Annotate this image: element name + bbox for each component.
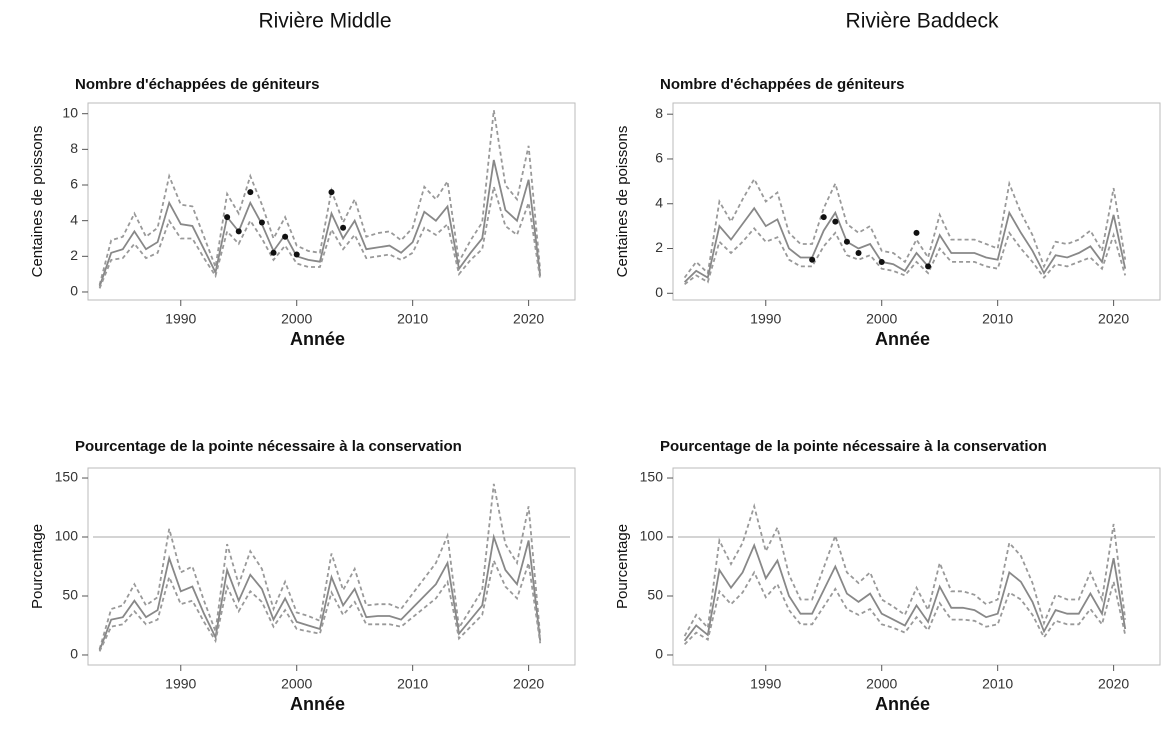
interval-line — [683, 570, 1127, 646]
median-line — [683, 206, 1127, 283]
y-tick-label: 50 — [647, 587, 663, 603]
observed-point — [270, 249, 277, 256]
x-tick-label: 1990 — [750, 676, 781, 692]
x-tick-label: 2020 — [513, 311, 544, 327]
x-tick-label: 1990 — [750, 311, 781, 327]
observed-point — [809, 256, 816, 263]
observed-point — [328, 189, 335, 196]
panel-title: Pourcentage de la pointe nécessaire à la… — [660, 438, 1047, 455]
x-tick-label: 2010 — [982, 676, 1013, 692]
y-tick-label: 0 — [70, 283, 78, 299]
interval-line — [98, 186, 542, 289]
observed-point — [258, 219, 265, 226]
observed-point — [878, 258, 885, 265]
observed-point — [913, 229, 920, 236]
observed-point — [282, 233, 289, 240]
observed-point — [843, 238, 850, 245]
panel-title: Nombre d'échappées de géniteurs — [660, 76, 904, 93]
median-line — [683, 542, 1127, 642]
x-tick-label: 2000 — [866, 311, 897, 327]
y-tick-label: 4 — [655, 194, 663, 210]
y-tick-label: 0 — [655, 284, 663, 300]
x-tick-label: 2000 — [281, 676, 312, 692]
x-tick-label: 2000 — [281, 311, 312, 327]
interval-line — [683, 503, 1127, 637]
column-title: Rivière Baddeck — [846, 10, 999, 33]
interval-line — [98, 557, 542, 652]
column-title: Rivière Middle — [258, 10, 391, 33]
y-axis-label: Centaines de poissons — [614, 126, 631, 278]
plot-frame — [672, 102, 1161, 301]
observed-point — [925, 263, 932, 270]
y-axis-label: Pourcentage — [614, 524, 631, 609]
x-tick-label: 1990 — [165, 676, 196, 692]
x-tick-label: 2000 — [866, 676, 897, 692]
observed-point — [247, 189, 254, 196]
y-tick-label: 50 — [62, 587, 78, 603]
y-tick-label: 0 — [70, 646, 78, 662]
y-tick-label: 100 — [640, 528, 664, 544]
x-axis-label: Année — [875, 329, 930, 349]
x-axis-label: Année — [290, 329, 345, 349]
y-axis-label: Centaines de poissons — [29, 126, 46, 278]
x-tick-label: 1990 — [165, 311, 196, 327]
y-tick-label: 8 — [655, 105, 663, 121]
y-tick-label: 150 — [55, 469, 79, 485]
observed-point — [224, 214, 231, 221]
x-tick-label: 2020 — [1098, 676, 1129, 692]
x-tick-label: 2010 — [397, 676, 428, 692]
x-tick-label: 2020 — [1098, 311, 1129, 327]
y-axis-label: Pourcentage — [29, 524, 46, 609]
plot-frame — [672, 467, 1161, 666]
median-line — [98, 159, 542, 287]
y-tick-label: 2 — [70, 247, 78, 263]
panel-title: Nombre d'échappées de géniteurs — [75, 76, 319, 93]
y-tick-label: 2 — [655, 239, 663, 255]
x-axis-label: Année — [875, 694, 930, 714]
interval-line — [683, 177, 1127, 279]
x-tick-label: 2010 — [982, 311, 1013, 327]
observed-point — [820, 214, 827, 221]
y-tick-label: 0 — [655, 646, 663, 662]
y-tick-label: 8 — [70, 140, 78, 156]
observed-point — [293, 251, 300, 258]
observed-point — [340, 224, 347, 231]
x-tick-label: 2010 — [397, 311, 428, 327]
median-line — [98, 533, 542, 651]
plot-frame — [87, 102, 576, 301]
panel-title: Pourcentage de la pointe nécessaire à la… — [75, 438, 462, 455]
y-tick-label: 150 — [640, 469, 664, 485]
interval-line — [98, 109, 542, 286]
plot-frame — [87, 467, 576, 666]
x-axis-label: Année — [290, 694, 345, 714]
y-tick-label: 10 — [62, 104, 78, 120]
x-tick-label: 2020 — [513, 676, 544, 692]
y-tick-label: 4 — [70, 211, 78, 227]
observed-point — [832, 218, 839, 225]
observed-point — [235, 228, 242, 235]
y-tick-label: 6 — [70, 176, 78, 192]
y-tick-label: 100 — [55, 528, 79, 544]
y-tick-label: 6 — [655, 150, 663, 166]
observed-point — [855, 249, 862, 256]
